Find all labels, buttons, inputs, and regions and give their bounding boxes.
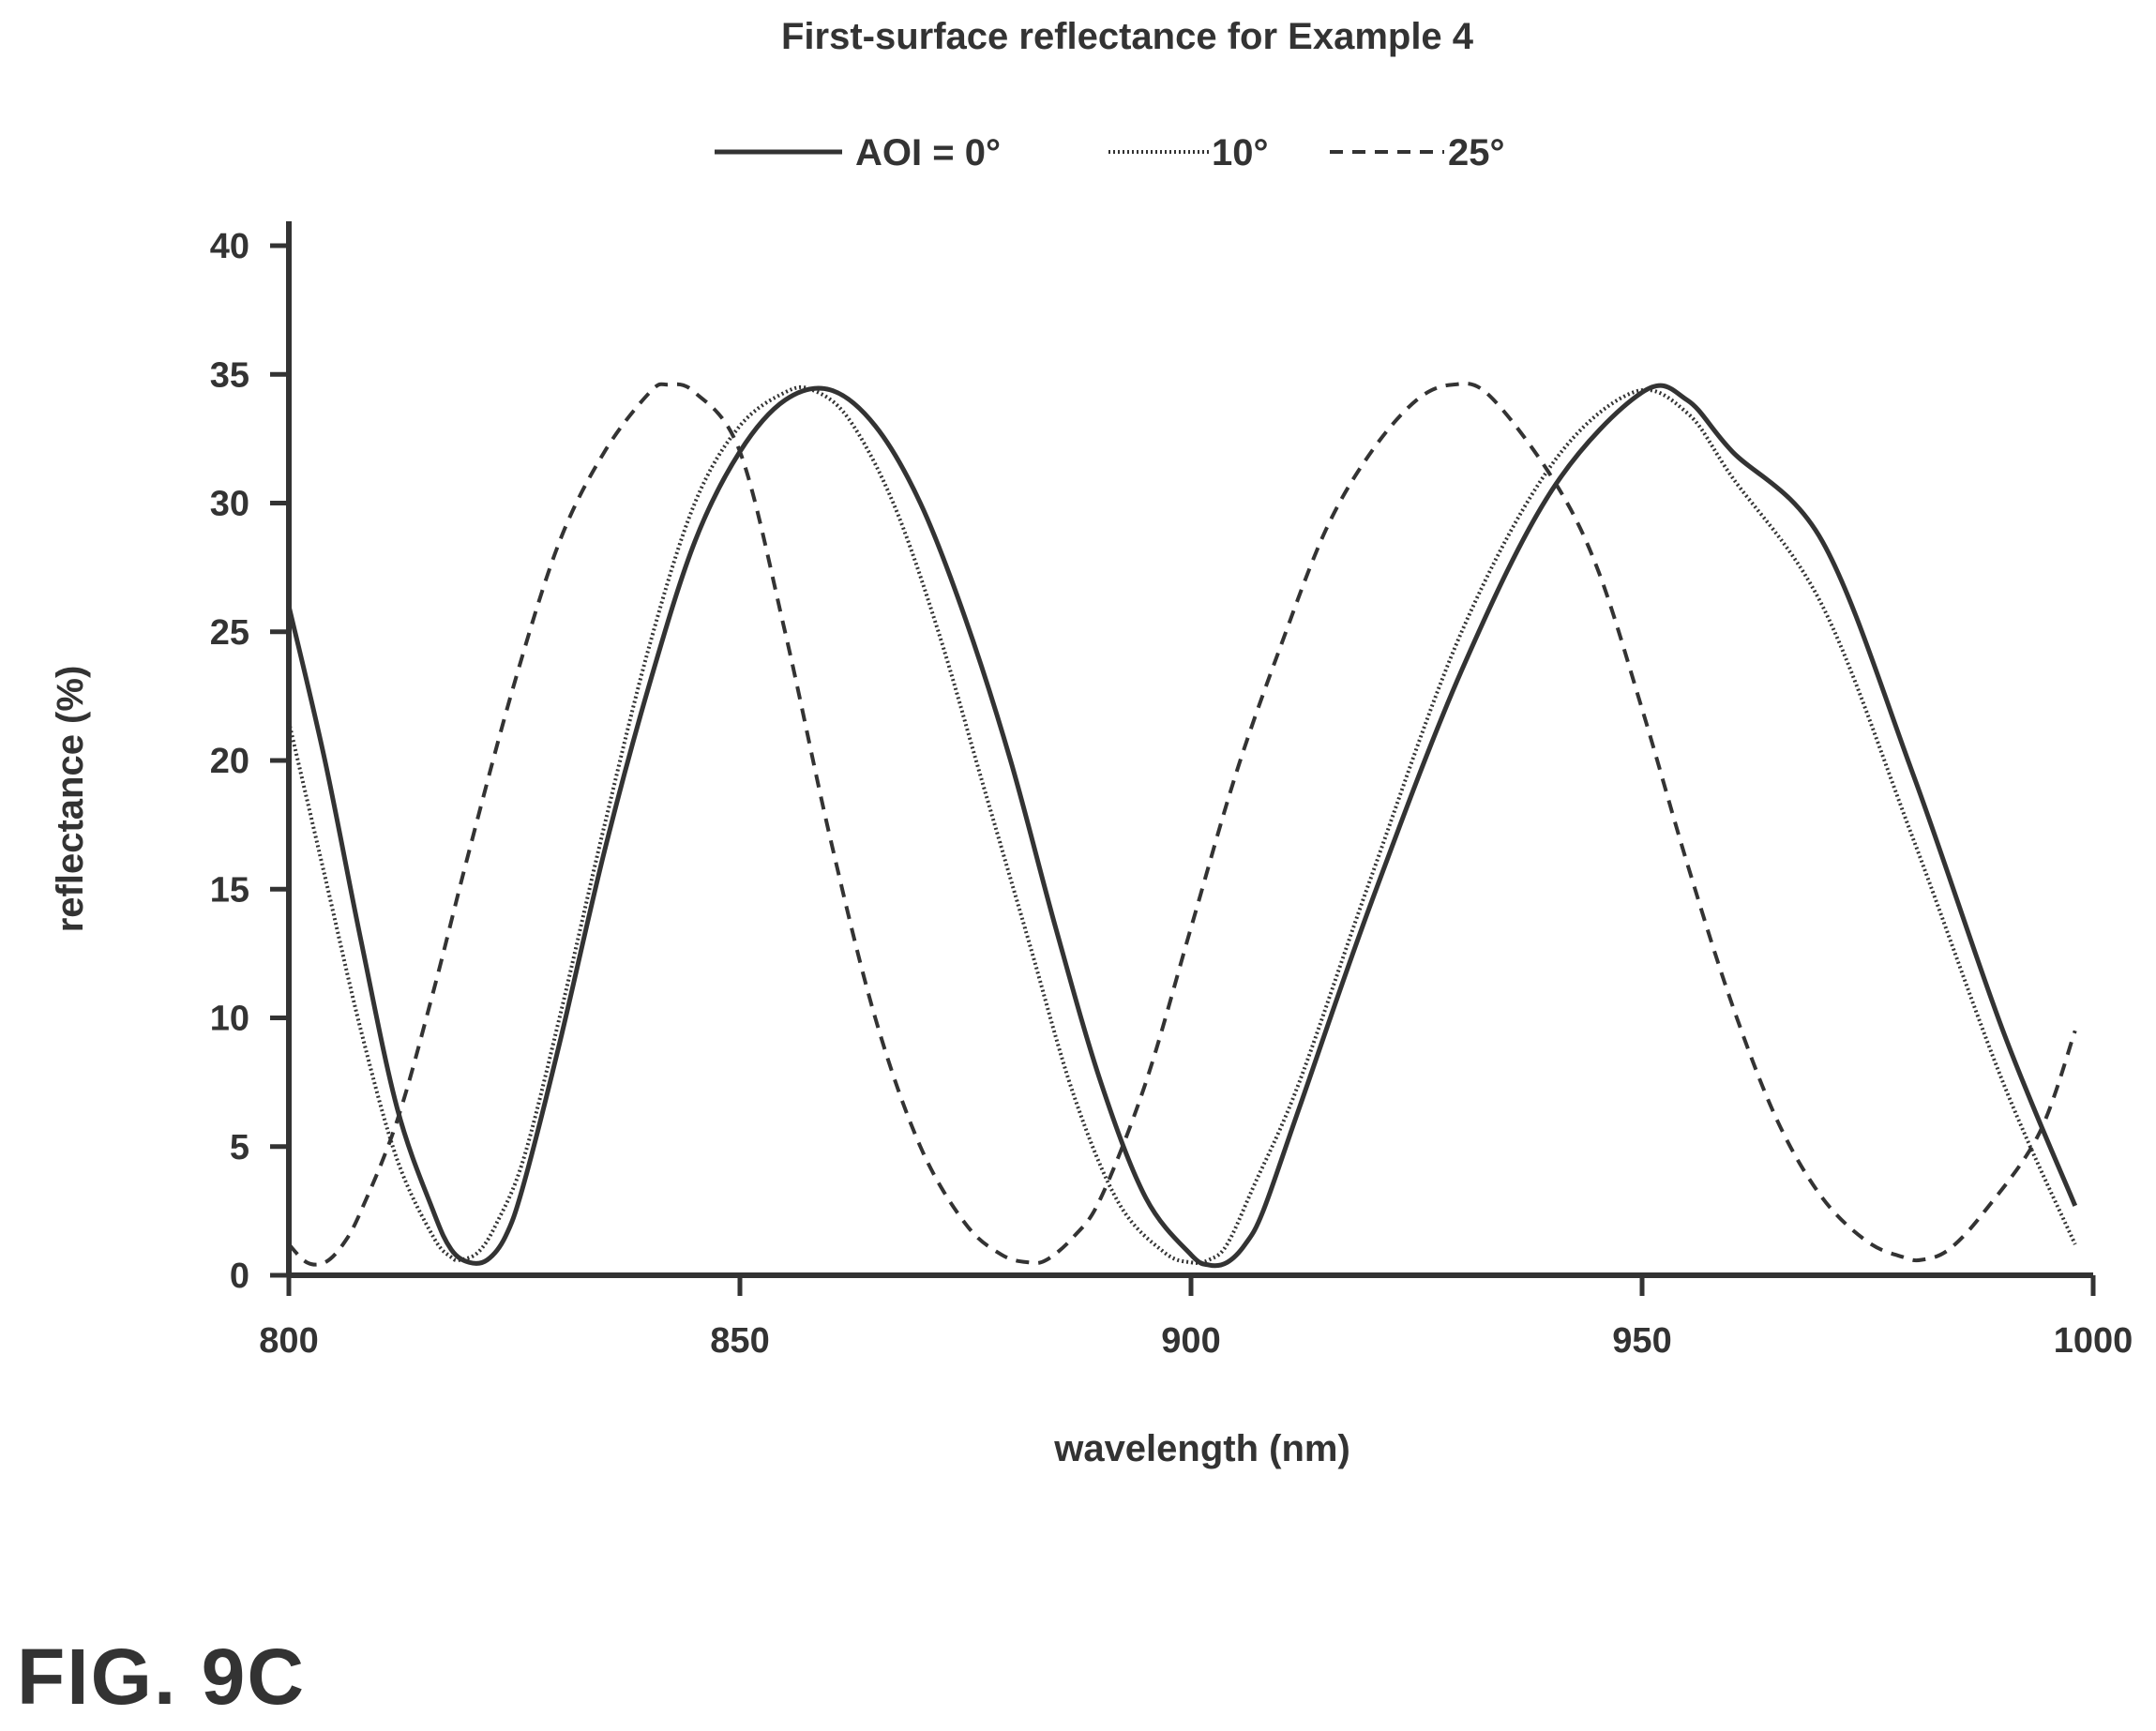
chart-title: First-surface reflectance for Example 4 — [781, 16, 1474, 57]
y-tick-label: 15 — [210, 870, 249, 910]
y-tick-label: 0 — [230, 1257, 249, 1296]
legend-label-0: AOI = 0° — [855, 132, 1001, 173]
x-tick-label: 850 — [710, 1321, 769, 1361]
x-tick-label: 1000 — [2054, 1321, 2133, 1361]
figure-label: FIG. 9C — [17, 1633, 307, 1721]
legend-label-2: 25° — [1448, 132, 1505, 173]
x-axis-label: wavelength (nm) — [1053, 1428, 1350, 1469]
y-tick-label: 20 — [210, 742, 249, 781]
legend-label-1: 10° — [1212, 132, 1269, 173]
y-tick-label: 30 — [210, 485, 249, 524]
axes: 0 5 10 15 20 25 30 35 40 800 850 900 950 1000 — [210, 221, 2133, 1361]
y-tick-label: 40 — [210, 227, 249, 266]
series-line-0 — [286, 383, 2078, 1269]
y-tick-label: 35 — [210, 355, 249, 395]
y-tick-label: 5 — [230, 1128, 249, 1167]
y-tick-label: 25 — [210, 613, 249, 653]
legend: AOI = 0° 10° 25° — [715, 132, 1505, 173]
y-axis-label: reflectance (%) — [50, 666, 91, 933]
series-layer — [286, 381, 2078, 1269]
series-line-2 — [287, 381, 2077, 1267]
y-tick-label: 10 — [210, 1000, 249, 1039]
x-tick-label: 900 — [1161, 1321, 1220, 1361]
x-tick-label: 950 — [1612, 1321, 1671, 1361]
x-tick-label: 800 — [259, 1321, 318, 1361]
